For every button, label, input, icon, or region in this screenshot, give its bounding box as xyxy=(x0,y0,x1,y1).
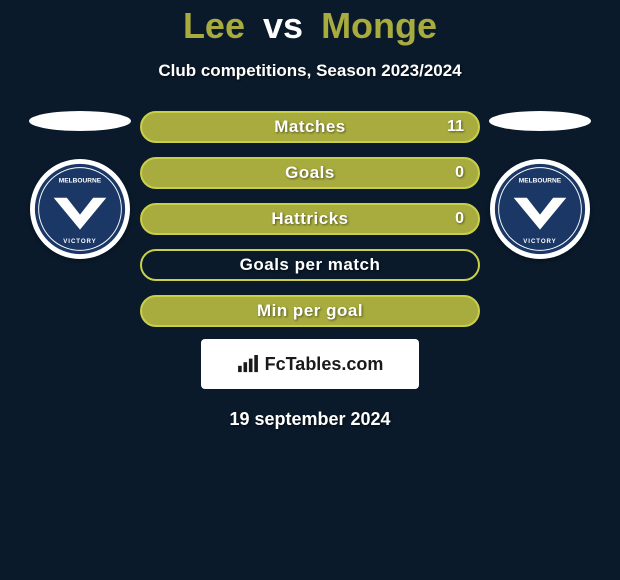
player1-name-pill xyxy=(29,111,131,131)
stat-value-right: 0 xyxy=(455,210,464,228)
player1-column: MELBOURNE VICTORY xyxy=(20,111,140,259)
stat-bar-hattricks: Hattricks 0 xyxy=(140,203,480,235)
stat-bar-min-per-goal: Min per goal xyxy=(140,295,480,327)
player1-name: Lee xyxy=(183,5,245,46)
brand-text: FcTables.com xyxy=(265,354,384,375)
player2-name: Monge xyxy=(321,5,437,46)
stat-label: Min per goal xyxy=(257,301,363,321)
comparison-row: MELBOURNE VICTORY Matches11Goals0Hattric… xyxy=(0,111,620,327)
player2-club-badge: MELBOURNE VICTORY xyxy=(490,159,590,259)
stat-bar-matches: Matches 11 xyxy=(140,111,480,143)
svg-text:MELBOURNE: MELBOURNE xyxy=(519,178,562,185)
stat-value-right: 11 xyxy=(447,118,464,136)
club-badge-icon: MELBOURNE VICTORY xyxy=(493,162,587,256)
svg-text:MELBOURNE: MELBOURNE xyxy=(59,178,102,185)
stats-column: Matches 11 Goals 0 Hattricks 0 Goals per match… xyxy=(140,111,480,327)
club-badge-icon: MELBOURNE VICTORY xyxy=(33,162,127,256)
page-title: Lee vs Monge xyxy=(183,5,437,47)
date-label: 19 september 2024 xyxy=(229,409,390,430)
brand-box[interactable]: FcTables.com xyxy=(201,339,419,389)
svg-text:VICTORY: VICTORY xyxy=(523,238,556,245)
subtitle: Club competitions, Season 2023/2024 xyxy=(158,61,461,81)
vs-label: vs xyxy=(263,5,303,46)
stat-label: Goals xyxy=(285,163,335,183)
stat-bar-goals-per-match: Goals per match xyxy=(140,249,480,281)
stat-label: Hattricks xyxy=(271,209,348,229)
stat-value-right: 0 xyxy=(455,164,464,182)
stat-bar-goals: Goals 0 xyxy=(140,157,480,189)
player1-club-badge: MELBOURNE VICTORY xyxy=(30,159,130,259)
player2-name-pill xyxy=(489,111,591,131)
stat-label: Matches xyxy=(274,117,346,137)
chart-icon xyxy=(237,355,259,373)
stat-label: Goals per match xyxy=(240,255,381,275)
svg-text:VICTORY: VICTORY xyxy=(63,238,96,245)
player2-column: MELBOURNE VICTORY xyxy=(480,111,600,259)
